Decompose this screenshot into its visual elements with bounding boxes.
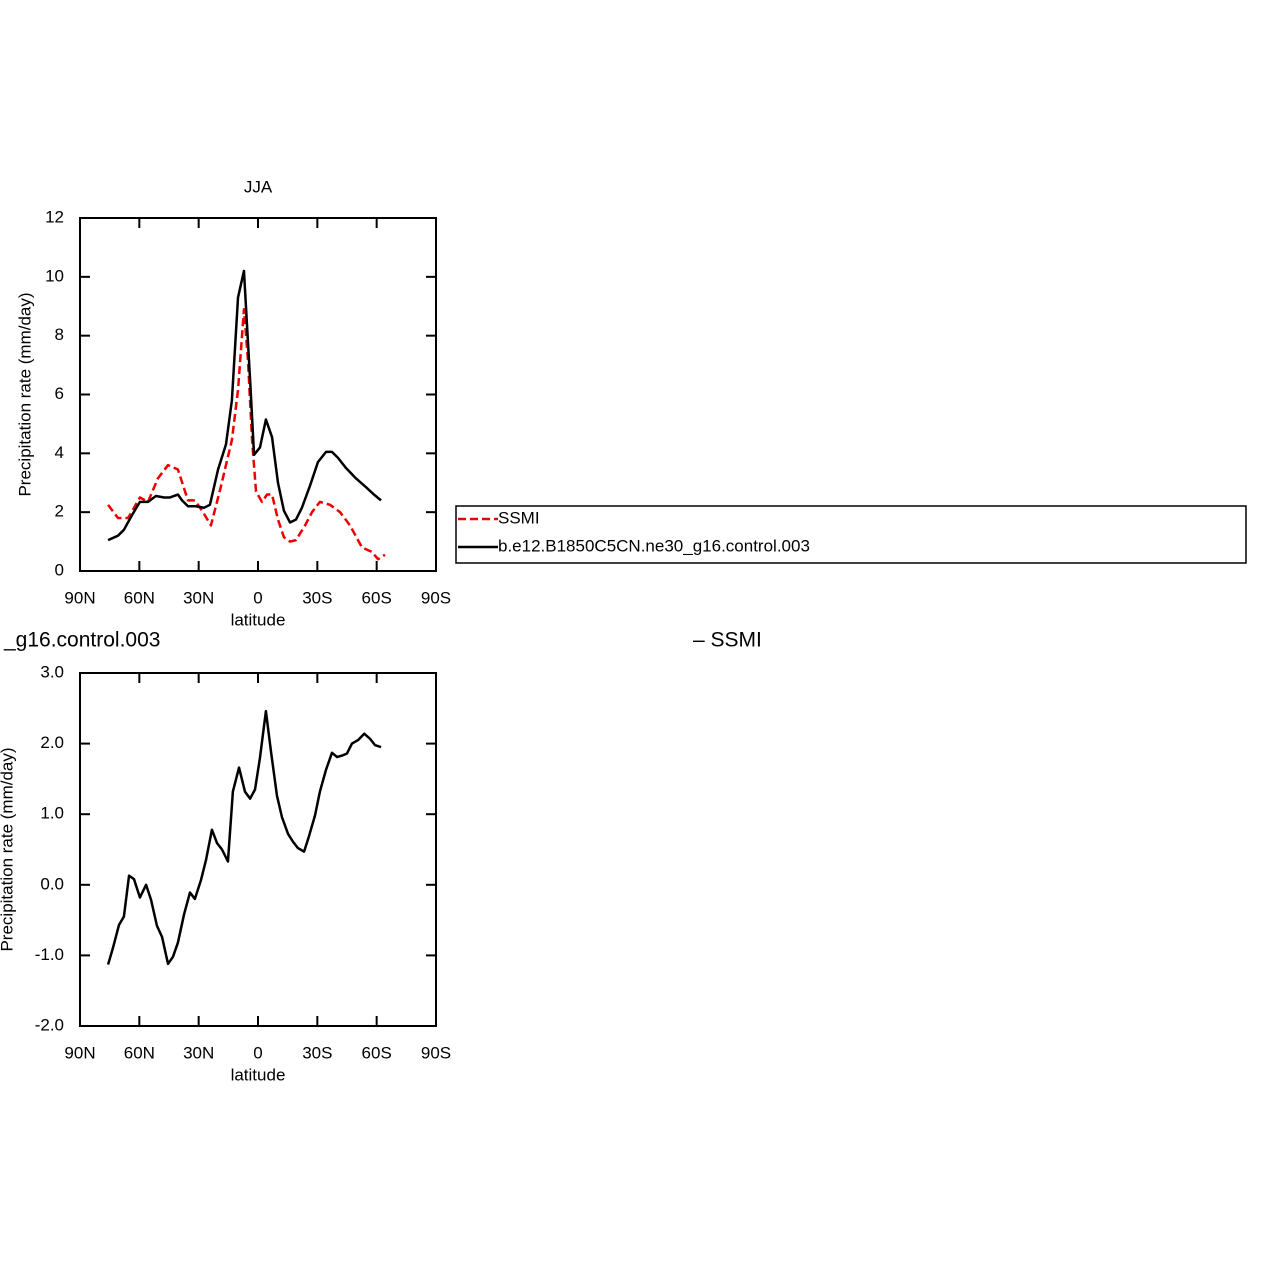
y-tick-label: -2.0 [35, 1015, 64, 1034]
series-line [107, 307, 386, 561]
x-tick-label: 30S [302, 1043, 332, 1062]
chart-title: JJA [244, 177, 273, 196]
x-tick-label: 90N [64, 588, 95, 607]
chart-title-right: – SSMI [693, 629, 762, 652]
x-tick-label: 60N [124, 1043, 155, 1062]
y-tick-label: -1.0 [35, 945, 64, 964]
chart-title-left: _g16.control.003 [3, 629, 160, 652]
y-axis-label: Precipitation rate (mm/day) [15, 292, 34, 496]
y-tick-label: 4 [55, 443, 64, 462]
y-tick-label: 8 [55, 325, 64, 344]
y-tick-label: 1.0 [40, 804, 64, 823]
x-axis-label: latitude [231, 610, 286, 629]
x-tick-label: 90N [64, 1043, 95, 1062]
x-tick-label: 90S [421, 588, 451, 607]
y-tick-label: 12 [45, 207, 64, 226]
legend-box [455, 505, 1247, 564]
x-tick-label: 0 [253, 1043, 262, 1062]
y-tick-label: 6 [55, 384, 64, 403]
x-tick-label: 60S [362, 588, 392, 607]
y-tick-label: 2 [55, 502, 64, 521]
y-axis-label: Precipitation rate (mm/day) [0, 747, 16, 951]
legend-label: b.e12.B1850C5CN.ne30_g16.control.003 [498, 536, 810, 555]
x-tick-label: 30N [183, 1043, 214, 1062]
y-tick-label: 0 [55, 560, 64, 579]
x-tick-label: 30N [183, 588, 214, 607]
plot-frame [79, 672, 437, 1027]
legend-label: SSMI [498, 508, 540, 527]
series-line [106, 709, 382, 966]
plot-frame [79, 217, 437, 572]
x-tick-label: 0 [253, 588, 262, 607]
y-tick-label: 10 [45, 266, 64, 285]
x-axis-label: latitude [231, 1065, 286, 1084]
x-tick-label: 90S [421, 1043, 451, 1062]
y-axis-label-clip: Precipitation rate (mm/day) [0, 747, 16, 951]
y-tick-label: 2.0 [40, 733, 64, 752]
y-tick-label: 3.0 [40, 662, 64, 681]
y-tick-label: 0.0 [40, 874, 64, 893]
x-tick-label: 60N [124, 588, 155, 607]
x-tick-label: 30S [302, 588, 332, 607]
series-line [107, 269, 382, 542]
x-tick-label: 60S [362, 1043, 392, 1062]
